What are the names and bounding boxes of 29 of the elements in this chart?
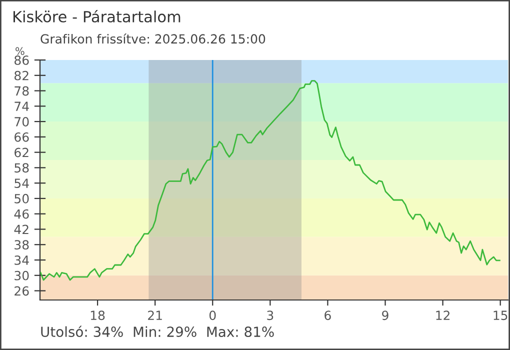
y-tick-label: 58: [14, 163, 29, 173]
y-axis-title: %: [16, 47, 24, 56]
x-tick-label: 9: [382, 310, 388, 320]
y-tick-label: 82: [14, 70, 28, 80]
y-tick-label: 30: [14, 270, 29, 280]
y-tick-label: 86: [14, 55, 29, 65]
y-tick-label: 54: [14, 178, 29, 188]
line-series: [40, 80, 500, 281]
chart-title: Kisköre - Páratartalom: [14, 10, 180, 22]
x-tick-label: 18: [90, 310, 105, 320]
y-tick-label: 38: [14, 240, 29, 250]
y-tick-label: 34: [14, 255, 29, 265]
y-tick-label: 62: [14, 148, 28, 158]
y-tick-label: 26: [14, 286, 29, 296]
y-tick-label: 78: [14, 86, 29, 96]
y-tick-label: 66: [14, 132, 29, 142]
x-tick-label: 3: [267, 310, 274, 320]
y-tick-label: 42: [14, 224, 28, 234]
x-tick-label: 0: [209, 310, 216, 320]
chart-subtitle: Grafikon frissítve: 2025.06.26 15:00: [40, 33, 266, 44]
x-tick-label: 15: [494, 310, 508, 320]
x-tick-label: 21: [148, 310, 162, 320]
y-tick-label: 46: [14, 209, 29, 219]
y-tick-label: 70: [14, 117, 29, 126]
y-tick-label: 74: [14, 102, 29, 111]
x-tick-label: 12: [436, 310, 450, 320]
y-tick-label: 50: [14, 194, 29, 204]
x-tick-label: 6: [324, 310, 331, 320]
text: Utolsó: 34% Min: 29% Max: 81%: [41, 326, 274, 338]
